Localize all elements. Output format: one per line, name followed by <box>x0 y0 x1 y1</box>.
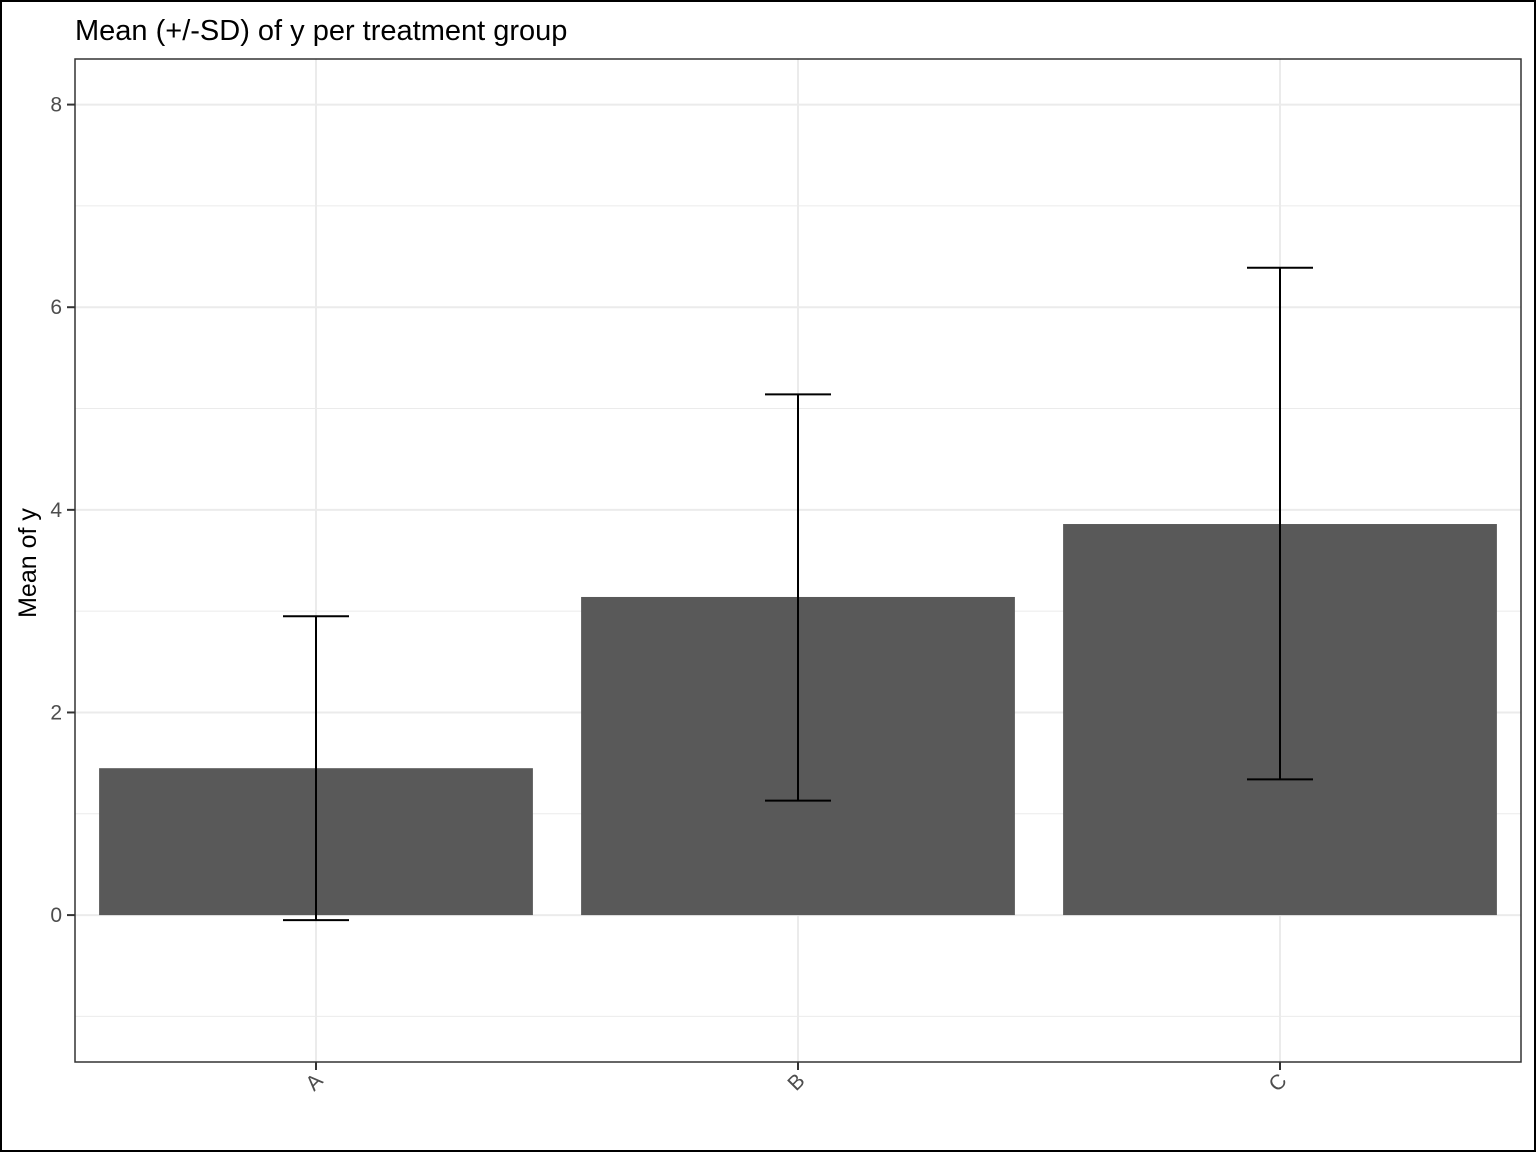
x-axis-ticks: A B C <box>301 1062 1292 1096</box>
x-tick-label: A <box>301 1069 327 1095</box>
chart-title: Mean (+/-SD) of y per treatment group <box>75 15 567 47</box>
y-tick-label: 4 <box>50 499 62 522</box>
x-tick-label: C <box>1265 1069 1292 1096</box>
error-bar-A <box>283 615 349 922</box>
y-tick-label: 2 <box>50 701 62 724</box>
y-tick-label: 8 <box>50 94 62 117</box>
error-bar-C <box>1247 266 1313 781</box>
x-tick-label: B <box>783 1069 809 1095</box>
y-tick-label: 6 <box>50 296 62 319</box>
error-bars <box>283 266 1313 922</box>
y-axis-label: Mean of y <box>14 508 42 618</box>
error-bar-B <box>765 393 831 802</box>
y-axis-ticks: 0 2 4 6 8 <box>50 94 75 927</box>
y-tick-label: 0 <box>50 904 62 927</box>
